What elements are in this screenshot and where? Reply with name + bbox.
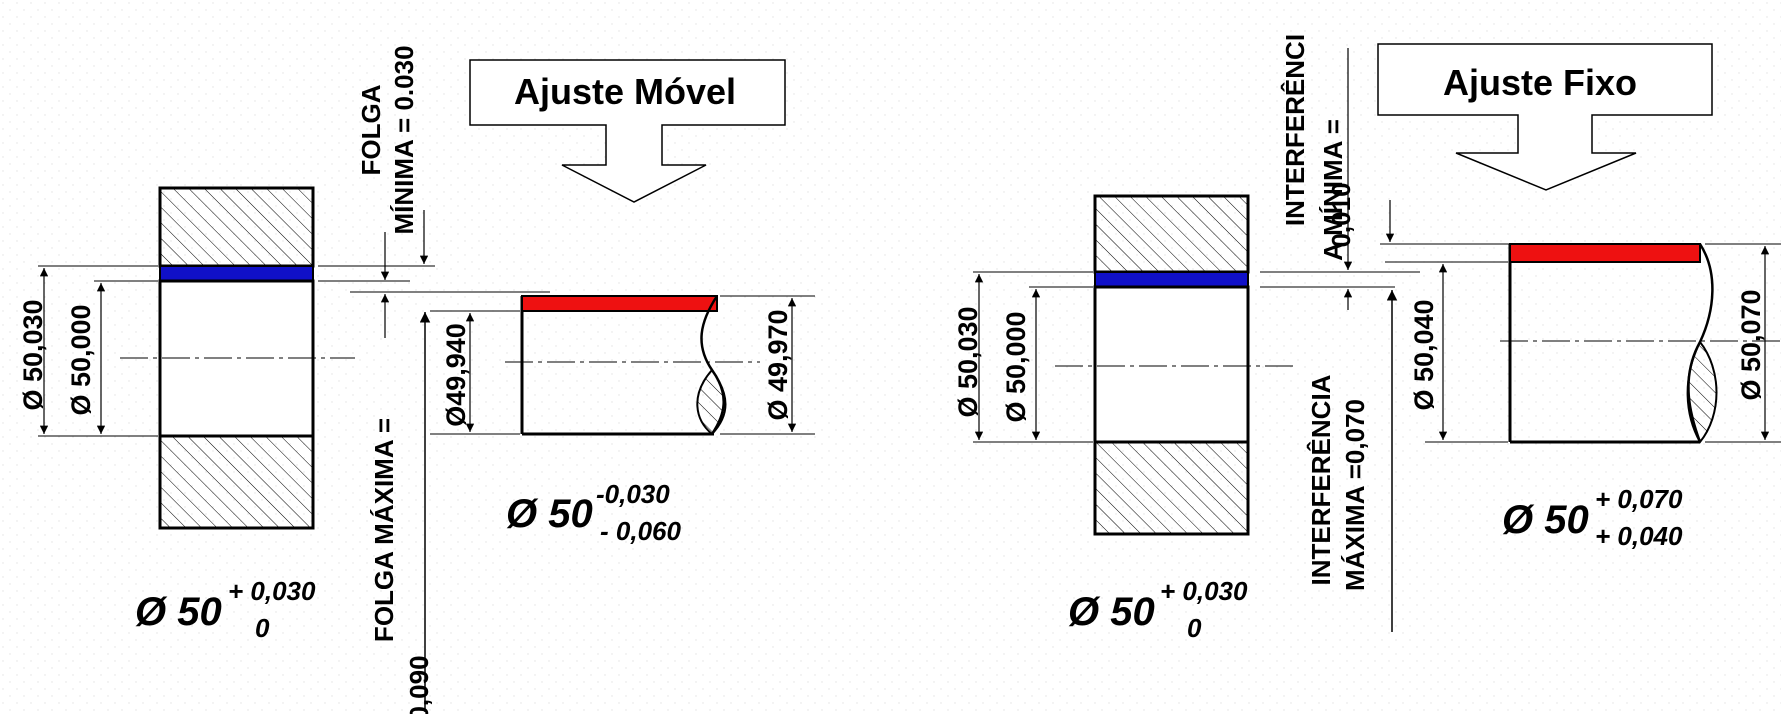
fixo-hole-inner-dim: Ø 50,000 xyxy=(1001,311,1031,422)
movel-folga-minima: FOLGA MÍNIMA = 0.030 xyxy=(318,45,550,338)
fixo-interf-minima-line2: A MÍNIMA = xyxy=(1318,119,1348,261)
movel-shaft-tol-upper: -0,030 xyxy=(596,479,670,509)
fixo-hole-bore xyxy=(1093,285,1250,444)
fixo-hole-tol-base: Ø 50 xyxy=(1068,590,1155,634)
movel-folga-maxima: FOLGA MÁXIMA = 0,090 xyxy=(369,312,434,719)
movel-hole-tolerance-band xyxy=(159,265,314,282)
fixo-interf-minima-line1: INTERFERÊNCI xyxy=(1280,34,1310,226)
fixo-shaft-tolerance-band xyxy=(1509,243,1701,263)
movel-shaft-break-hatch xyxy=(696,368,727,436)
fixo-shaft-tol-upper: + 0,070 xyxy=(1595,484,1683,514)
ajuste-fixo-title: Ajuste Fixo xyxy=(1443,62,1637,103)
fixo-shaft-tol-base: Ø 50 xyxy=(1502,498,1589,542)
movel-folga-maxima-line1: FOLGA MÁXIMA = xyxy=(369,418,399,642)
movel-hole-upper-section xyxy=(158,186,315,268)
movel-shaft-part xyxy=(505,295,760,436)
fixo-shaft-part xyxy=(1500,243,1781,444)
movel-hole-outer-dim: Ø 50,030 xyxy=(18,299,48,410)
fixo-shaft-tol-lower: + 0,040 xyxy=(1595,521,1683,551)
fixo-hole-tolerance-note: Ø 50 + 0,030 0 xyxy=(1068,576,1248,643)
movel-hole-lower-section xyxy=(158,434,315,530)
fixo-interferencia-minima: INTERFERÊNCI A MÍNIMA = 0,010 xyxy=(1260,34,1510,310)
fixo-hole-upper-section xyxy=(1093,194,1250,274)
fixo-interf-maxima-line1: INTERFERÊNCIA xyxy=(1306,374,1336,585)
movel-hole-tolerance-note: Ø 50 + 0,030 0 xyxy=(135,576,316,643)
movel-hole-tol-upper: + 0,030 xyxy=(228,576,316,606)
movel-shaft-dimensions: Ø49,940 Ø 49,970 xyxy=(430,295,815,435)
movel-hole-tol-lower: 0 xyxy=(255,613,270,643)
movel-folga-maxima-line2: 0,090 xyxy=(404,655,434,714)
movel-shaft-tolerance-note: Ø 50 -0,030 - 0,060 xyxy=(506,479,681,546)
fixo-hole-dimensions: Ø 50,030 Ø 50,000 xyxy=(953,271,1093,443)
fixo-hole-tolerance-band xyxy=(1094,271,1249,288)
movel-folga-minima-line1: FOLGA xyxy=(356,84,386,175)
fixo-hole-tol-lower: 0 xyxy=(1187,613,1202,643)
ajuste-movel-callout: Ajuste Móvel xyxy=(469,59,786,203)
fixo-interferencia-maxima: INTERFERÊNCIA MÁXIMA =0,070 xyxy=(1306,290,1398,632)
fixo-hole-lower-section xyxy=(1093,440,1250,536)
fixo-interf-minima-line3: 0,010 xyxy=(1326,182,1356,247)
ajuste-fixo-group: Ajuste Fixo Ø 50,030 Ø 50,000 Ø 50 + 0,0… xyxy=(953,34,1781,643)
movel-shaft-tol-base: Ø 50 xyxy=(506,492,593,536)
movel-shaft-right-dim: Ø 49,970 xyxy=(763,309,793,420)
ajuste-fixo-callout: Ajuste Fixo xyxy=(1377,43,1713,191)
fixo-shaft-right-dim: Ø 50,070 xyxy=(1736,289,1766,400)
movel-folga-minima-line2: MÍNIMA = 0.030 xyxy=(389,45,419,234)
movel-hole-inner-dim: Ø 50,000 xyxy=(66,304,96,415)
fixo-shaft-break-hatch xyxy=(1686,340,1718,444)
fixo-shaft-dimensions: Ø 50,040 Ø 50,070 xyxy=(1409,243,1781,443)
movel-shaft-tol-lower: - 0,060 xyxy=(600,516,681,546)
fixo-interf-maxima-line2: MÁXIMA =0,070 xyxy=(1340,399,1370,591)
fixo-shaft-left-dim: Ø 50,040 xyxy=(1409,299,1439,410)
fixo-shaft-tolerance-note: Ø 50 + 0,070 + 0,040 xyxy=(1502,484,1683,551)
movel-hole-dimensions: Ø 50,030 Ø 50,000 xyxy=(18,265,158,437)
ajuste-movel-group: Ajuste Móvel Ø 50,030 Ø 50,000 Ø 50 + 0,… xyxy=(18,45,815,719)
fixo-hole-part xyxy=(1055,194,1295,536)
fixo-hole-outer-dim: Ø 50,030 xyxy=(953,306,983,417)
movel-hole-part xyxy=(120,186,355,530)
ajuste-movel-title: Ajuste Móvel xyxy=(514,71,736,112)
movel-hole-tol-base: Ø 50 xyxy=(135,590,222,634)
fixo-hole-tol-upper: + 0,030 xyxy=(1160,576,1248,606)
movel-shaft-tolerance-band xyxy=(521,295,718,312)
movel-shaft-left-dim: Ø49,940 xyxy=(441,323,471,427)
